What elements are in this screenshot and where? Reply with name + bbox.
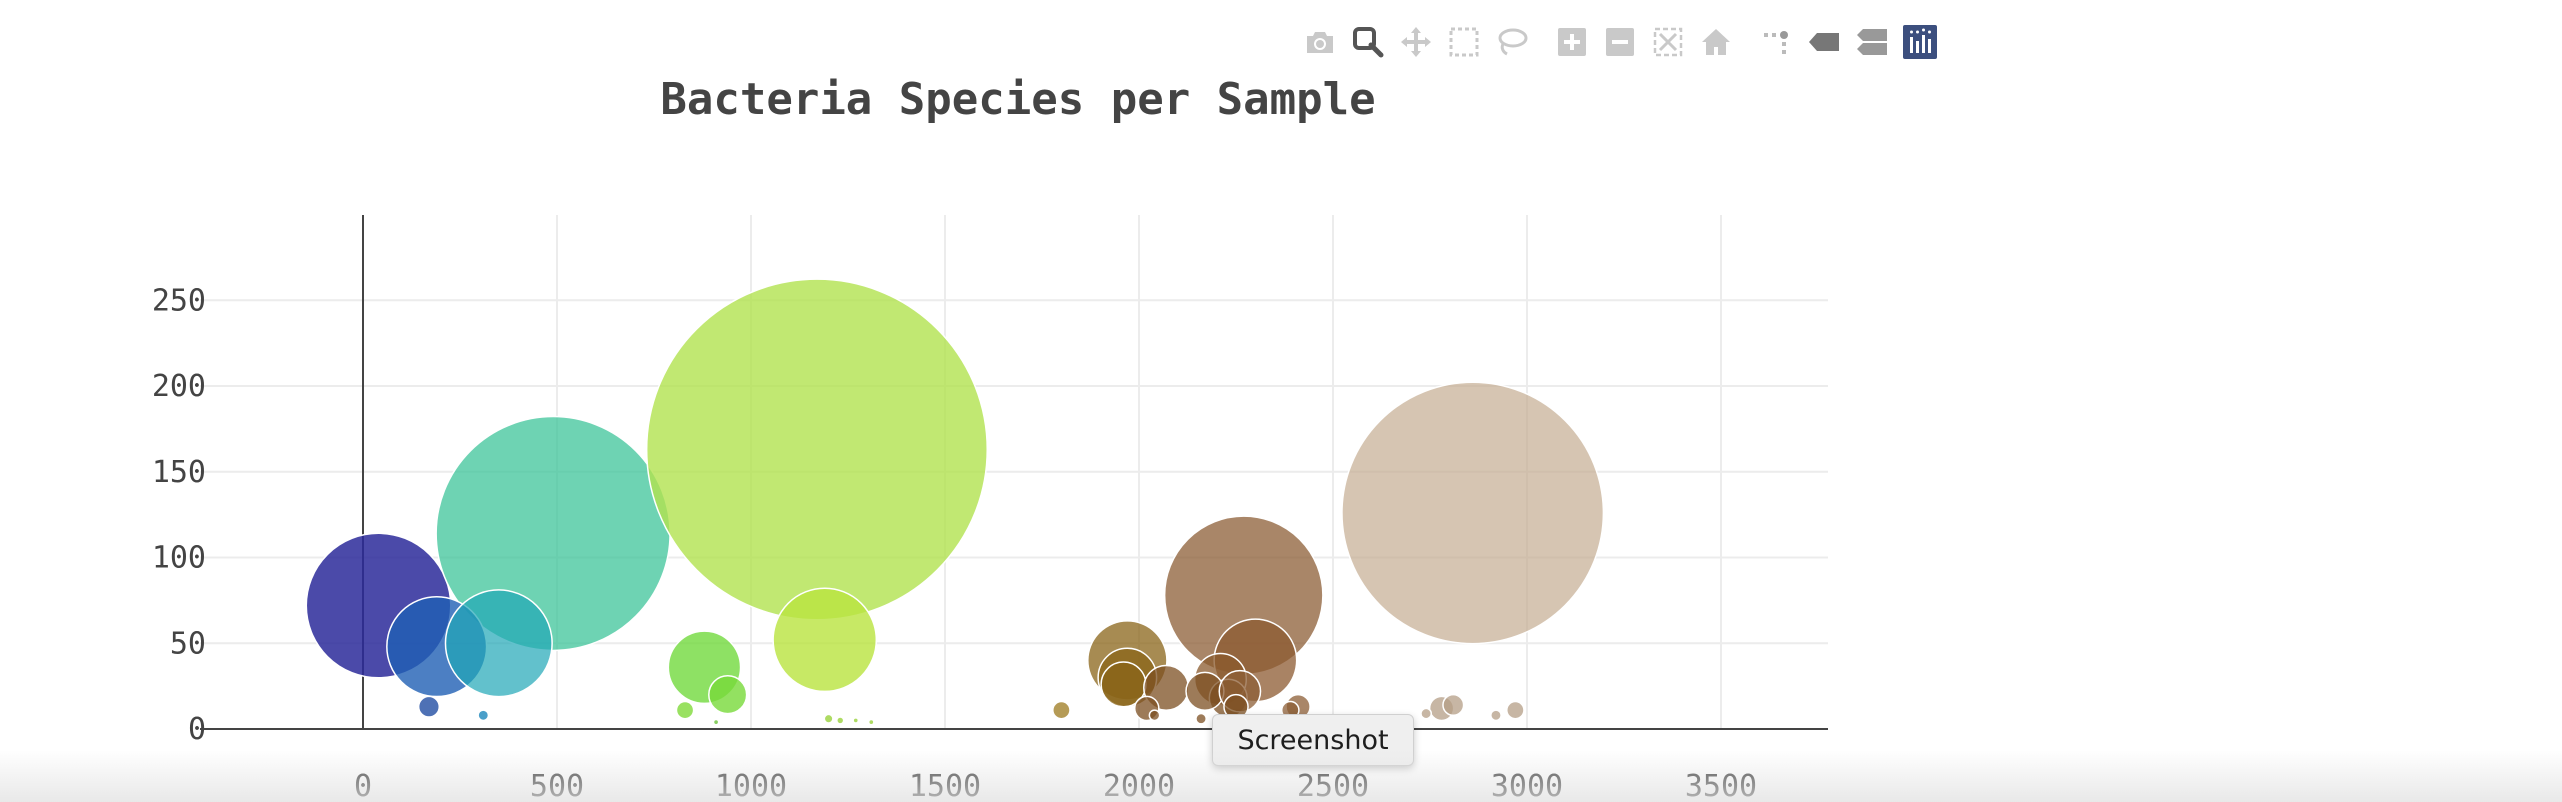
plotly-logo-icon <box>1903 25 1937 59</box>
x-tick-label: 1500 <box>909 769 981 802</box>
hover-closest-button[interactable] <box>1804 22 1844 62</box>
bubble-point[interactable] <box>1420 707 1433 720</box>
minus-box-icon <box>1606 28 1634 56</box>
bubble-point[interactable] <box>852 717 860 724</box>
y-tick-label: 0 <box>188 712 206 747</box>
bubble-point[interactable] <box>675 700 695 720</box>
x-tick-label: 2000 <box>1103 769 1175 802</box>
home-icon <box>1702 29 1730 55</box>
dashed-box-icon <box>1449 27 1479 57</box>
bubble-point[interactable] <box>836 716 845 725</box>
tag-icon <box>1809 33 1839 51</box>
spike-lines-icon <box>1764 31 1788 54</box>
magnifier-icon <box>1353 27 1384 58</box>
bubble-point[interactable] <box>772 587 878 693</box>
bubble-point[interactable] <box>708 675 748 715</box>
plotly-logo-button[interactable] <box>1900 22 1940 62</box>
camera-icon <box>1307 32 1333 53</box>
x-tick-label: 1000 <box>715 769 787 802</box>
lasso-select-button[interactable] <box>1492 22 1532 62</box>
download-plot-button[interactable] <box>1300 22 1340 62</box>
y-tick-label: 200 <box>152 369 206 404</box>
bubble-point[interactable] <box>1506 700 1525 720</box>
bubble-point[interactable] <box>645 278 988 621</box>
bubble-point[interactable] <box>1341 381 1605 645</box>
double-tag-icon <box>1857 29 1887 55</box>
chart-title: Bacteria Species per Sample <box>660 74 1375 125</box>
bubble-point[interactable] <box>1148 709 1161 722</box>
x-tick-label: 500 <box>530 769 584 802</box>
y-tick-label: 50 <box>170 626 206 661</box>
y-tick-label: 100 <box>152 541 206 576</box>
bubble-point[interactable] <box>712 718 720 726</box>
bubble-point[interactable] <box>1442 693 1465 717</box>
x-tick-label: 3500 <box>1685 769 1757 802</box>
plus-box-icon <box>1558 28 1586 56</box>
autoscale-button[interactable] <box>1648 22 1688 62</box>
bubble-point[interactable] <box>1195 712 1207 725</box>
box-select-button[interactable] <box>1444 22 1484 62</box>
hover-compare-button[interactable] <box>1852 22 1892 62</box>
bubble-point[interactable] <box>867 718 875 726</box>
x-tick-label: 2500 <box>1297 769 1369 802</box>
zoom-in-button[interactable] <box>1552 22 1592 62</box>
reset-axes-button[interactable] <box>1696 22 1736 62</box>
bubble-point[interactable] <box>477 709 490 722</box>
autoscale-icon <box>1653 27 1683 57</box>
bubble-series[interactable] <box>305 278 1605 726</box>
bubble-point[interactable] <box>417 695 441 718</box>
pan-button[interactable] <box>1396 22 1436 62</box>
bubble-point[interactable] <box>1490 709 1502 722</box>
x-tick-label: 0 <box>354 769 372 802</box>
zoom-out-button[interactable] <box>1600 22 1640 62</box>
zoom-button[interactable] <box>1348 22 1388 62</box>
spike-lines-button[interactable] <box>1756 22 1796 62</box>
move-arrows-icon <box>1401 27 1431 57</box>
x-tick-label: 3000 <box>1491 769 1563 802</box>
bubble-point[interactable] <box>444 589 553 698</box>
screenshot-tooltip: Screenshot <box>1212 714 1414 766</box>
bubble-point[interactable] <box>1052 700 1071 720</box>
y-tick-label: 150 <box>152 455 206 490</box>
y-tick-label: 250 <box>152 283 206 318</box>
bubble-point[interactable] <box>823 713 834 724</box>
bubble-point[interactable] <box>1185 671 1225 711</box>
lasso-icon <box>1498 28 1528 56</box>
